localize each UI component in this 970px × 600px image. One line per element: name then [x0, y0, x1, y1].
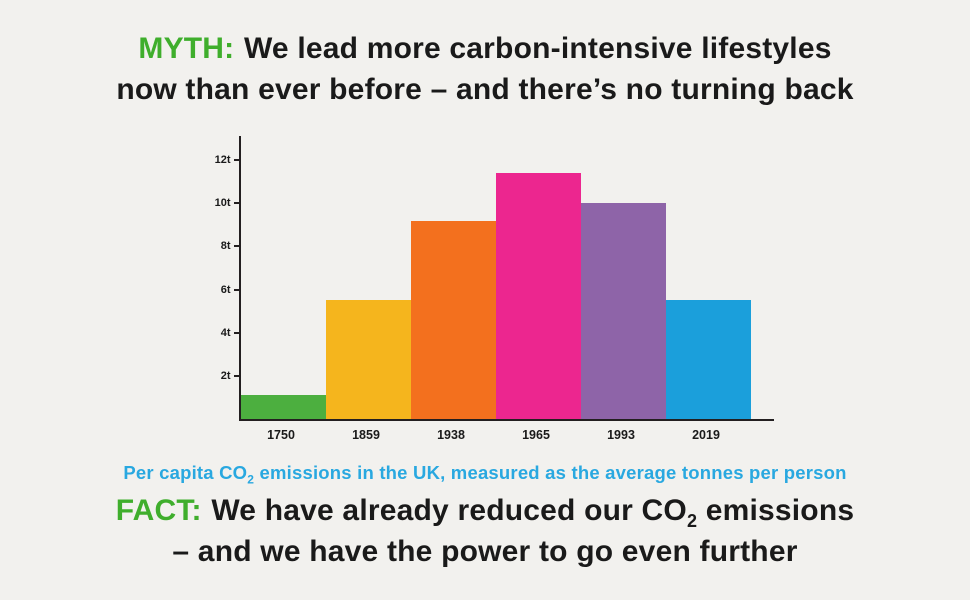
fact-text-line2: – and we have the power to go even furth… — [172, 535, 798, 569]
myth-headline: MYTH: We lead more carbon-intensive lifes… — [116, 28, 853, 110]
x-axis-label-1993: 1993 — [607, 428, 635, 443]
y-tick-label-10t: 10t — [214, 197, 231, 210]
y-tick-mark — [233, 159, 241, 162]
y-tick-label-12t: 12t — [214, 154, 231, 167]
bar-1859 — [325, 300, 411, 420]
chart-x-axis-labels: 1750 1859 1938 1965 1993 2019 — [239, 428, 774, 442]
bar-1938 — [410, 220, 496, 420]
chart-caption: Per capita CO2 emissions in the UK, meas… — [123, 462, 847, 487]
fact-text-line1-before: We have already reduced our CO — [211, 494, 687, 528]
x-axis-label-2019: 2019 — [692, 428, 720, 443]
bar-1965 — [495, 173, 581, 420]
y-tick-label-6t: 6t — [220, 283, 231, 296]
co2-subscript: 2 — [686, 511, 698, 532]
caption-text-after: emissions in the UK, measured as the ave… — [254, 462, 847, 484]
y-tick-mark — [233, 288, 241, 291]
myth-text-line2: now than ever before – and there’s no tu… — [116, 73, 854, 107]
y-tick-mark — [233, 245, 241, 248]
chart-bars — [240, 173, 751, 420]
x-axis-label-1965: 1965 — [522, 428, 550, 443]
fact-label: FACT: — [115, 494, 202, 528]
x-axis-label-1938: 1938 — [437, 428, 465, 443]
y-tick-mark — [233, 375, 241, 378]
y-tick-mark — [233, 331, 241, 334]
fact-text-line1-after: emissions — [697, 494, 855, 528]
chart-plot-area: 2t 4t 6t 8t 10t 12t — [215, 136, 774, 422]
x-axis-label-1750: 1750 — [267, 428, 295, 443]
fact-headline: FACT: We have already reduced our CO2 emi… — [116, 490, 855, 572]
bar-1993 — [580, 203, 666, 420]
co2-subscript: 2 — [247, 472, 255, 487]
myth-text-line1: We lead more carbon-intensive lifestyles — [243, 32, 832, 65]
y-tick-mark — [233, 202, 241, 205]
bar-2019 — [665, 300, 751, 420]
x-axis-label-1859: 1859 — [352, 428, 380, 443]
myth-label: MYTH: — [138, 32, 235, 65]
bar-chart: 2t 4t 6t 8t 10t 12t 1750 1859 1938 1965 1993 2019 — [197, 136, 774, 442]
y-tick-label-8t: 8t — [220, 240, 231, 253]
caption-text-before: Per capita CO — [123, 462, 248, 484]
y-tick-label-4t: 4t — [220, 326, 231, 339]
y-tick-label-2t: 2t — [220, 370, 231, 383]
bar-1750 — [240, 395, 326, 420]
